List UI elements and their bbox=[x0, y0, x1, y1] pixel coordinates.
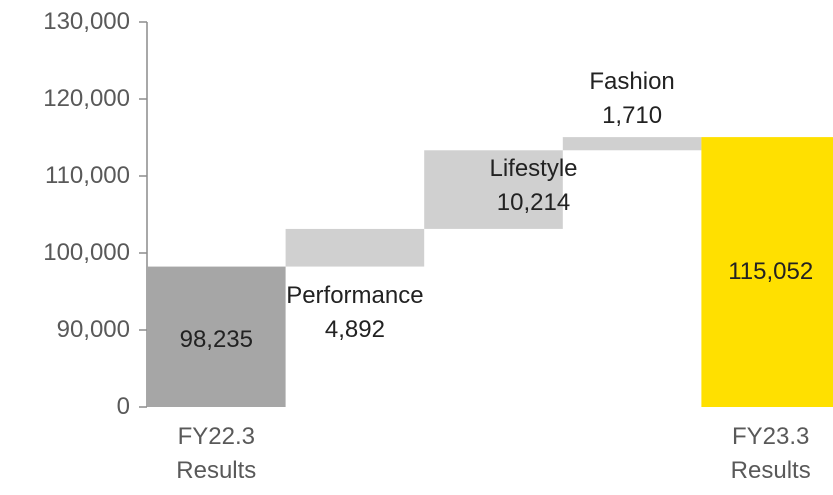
value-label: 98,235 bbox=[179, 326, 253, 353]
total-bar bbox=[147, 266, 286, 407]
x-tick-label: FY23.3 Results bbox=[730, 423, 811, 484]
value-label: 115,052 bbox=[728, 258, 814, 286]
increment-name: Fashion bbox=[589, 68, 675, 96]
increment-bar bbox=[424, 150, 563, 229]
value-label: 1,710 bbox=[602, 102, 663, 130]
increment-name: Lifestyle bbox=[489, 155, 578, 183]
y-tick-label: 130,000 bbox=[43, 8, 130, 35]
value-label: 10,214 bbox=[496, 189, 571, 217]
y-tick-label: 0 bbox=[116, 393, 130, 420]
increment-bar bbox=[562, 137, 702, 151]
increment-name: Performance bbox=[286, 281, 424, 309]
total-bar bbox=[701, 137, 833, 407]
y-tick-label: 110,000 bbox=[45, 162, 130, 189]
y-tick-label: 90,000 bbox=[56, 316, 130, 343]
value-label: 4,892 bbox=[324, 315, 385, 343]
x-tick-label: FY22.3 Results bbox=[176, 423, 257, 484]
increment-bar bbox=[285, 228, 425, 267]
y-tick-label: 120,000 bbox=[43, 85, 130, 112]
y-tick-label: 100,000 bbox=[43, 239, 130, 266]
